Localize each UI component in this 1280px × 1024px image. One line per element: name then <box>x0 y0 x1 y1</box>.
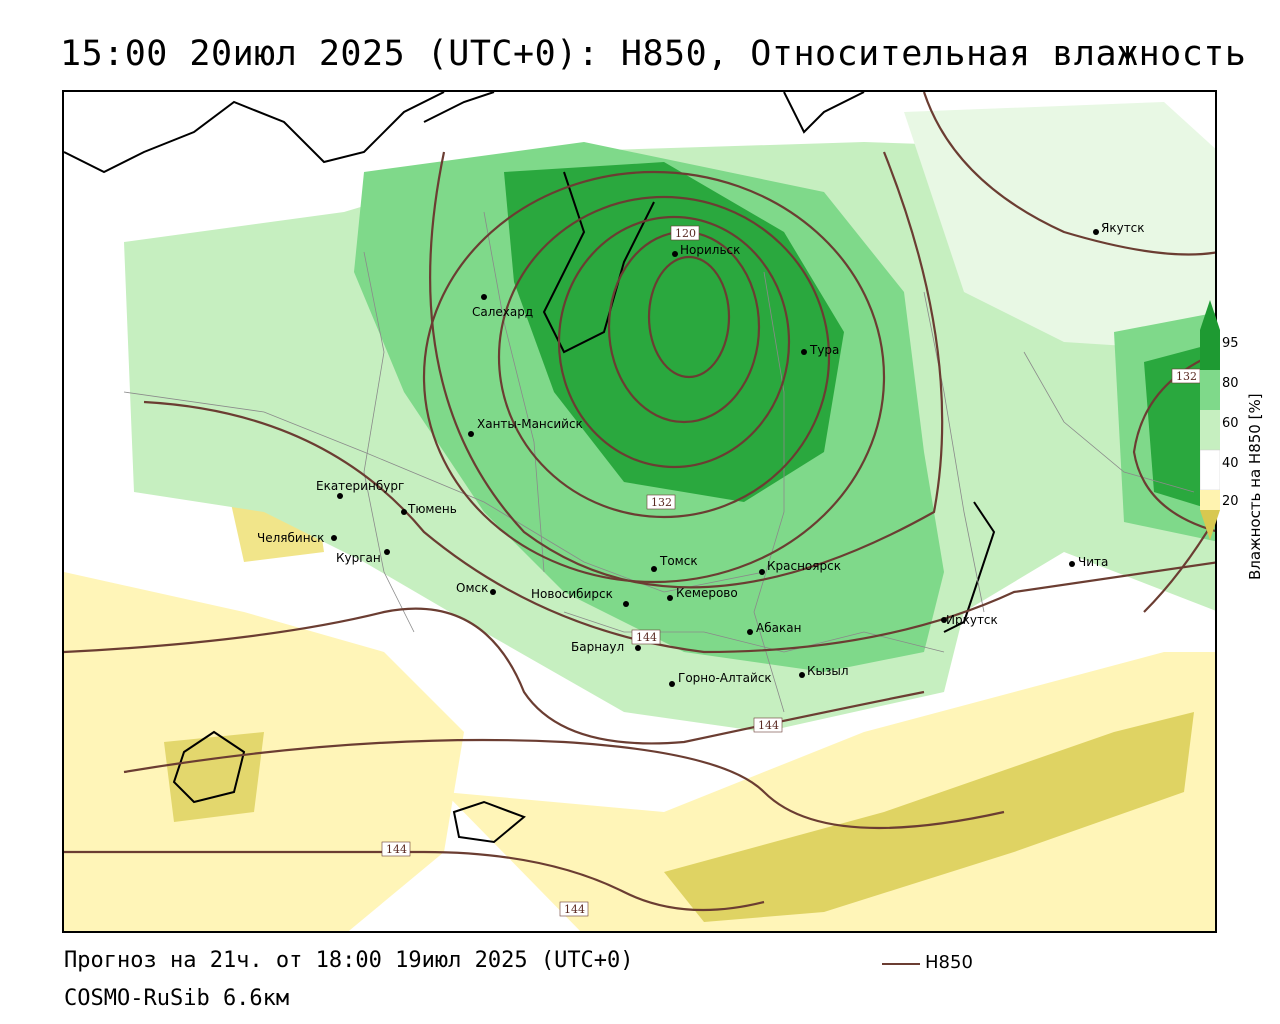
city-label-novosibirsk: Новосибирск <box>531 587 613 601</box>
city-label-tyumen: Тюмень <box>407 502 457 516</box>
contour-line <box>123 738 1005 830</box>
city-dot <box>331 535 337 541</box>
contour-line <box>143 400 1215 654</box>
city-label-yakutsk: Якутск <box>1101 221 1145 235</box>
contour-line <box>647 255 731 379</box>
city-dot <box>799 672 805 678</box>
city-dot <box>490 589 496 595</box>
contour-line <box>497 195 831 519</box>
colorbar-ticks: 95 80 60 40 20 <box>1222 330 1242 510</box>
contour-label: 132 <box>1176 370 1197 383</box>
city-label-krasnoyarsk: Красноярск <box>767 559 841 573</box>
contour-line <box>64 850 765 912</box>
city-dot <box>1069 561 1075 567</box>
city-label-abakan: Абакан <box>756 621 801 635</box>
colorbar-tick: 20 <box>1222 494 1239 509</box>
city-dot <box>337 493 343 499</box>
contour-label: 144 <box>564 903 585 916</box>
colorbar-tick: 80 <box>1222 376 1239 391</box>
city-label-norilsk: Норильск <box>680 243 740 257</box>
contour-line <box>557 215 791 469</box>
contour-label: 144 <box>636 631 657 644</box>
city-markers: Якутск Норильск Салехард Тура Ханты-Манс… <box>257 221 1145 687</box>
city-dot <box>669 681 675 687</box>
contour-line <box>429 151 944 589</box>
city-dot <box>635 645 641 651</box>
city-dot <box>384 549 390 555</box>
city-dot <box>401 509 407 515</box>
colorbar-tick: 40 <box>1222 456 1239 471</box>
city-dot <box>759 569 765 575</box>
model-name: COSMO-RuSib 6.6км <box>64 986 290 1011</box>
map-panel: 120 132 132 144 144 144 144 Якутск Норил… <box>62 90 1217 933</box>
h850-contours <box>64 92 1215 912</box>
forecast-info: Прогноз на 21ч. от 18:00 19июл 2025 (UTC… <box>64 948 634 973</box>
city-label-chelyabinsk: Челябинск <box>257 531 324 545</box>
colorbar-title: Влажность на H850 [%] <box>1246 393 1264 580</box>
coastlines <box>64 92 996 844</box>
city-label-chita: Чита <box>1078 555 1108 569</box>
colorbar-tick: 95 <box>1222 336 1239 351</box>
contour-line <box>922 92 1215 256</box>
h850-legend-line <box>882 963 920 965</box>
city-label-barnaul: Барнаул <box>571 640 624 654</box>
contour-labels: 120 132 132 144 144 144 144 <box>381 225 1201 917</box>
city-dot <box>667 595 673 601</box>
contour-label: 120 <box>675 227 696 240</box>
city-label-omsk: Омск <box>456 581 488 595</box>
contour-label: 132 <box>651 496 672 509</box>
city-label-tomsk: Томск <box>659 554 698 568</box>
contour-label: 144 <box>386 843 407 856</box>
h850-legend-label: H850 <box>925 952 973 973</box>
city-dot <box>672 251 678 257</box>
humidity-field <box>64 102 1215 931</box>
city-dot <box>941 617 947 623</box>
map-title: 15:00 20июл 2025 (UTC+0): H850, Относите… <box>60 34 1247 74</box>
contour-label: 144 <box>758 719 779 732</box>
city-dot <box>623 601 629 607</box>
city-label-irkutsk: Иркутск <box>946 613 998 627</box>
city-label-salekhard: Салехард <box>472 305 533 319</box>
city-label-kyzyl: Кызыл <box>807 664 849 678</box>
colorbar-tick: 60 <box>1222 416 1239 431</box>
city-label-khanty-mansiysk: Ханты-Мансийск <box>477 417 583 431</box>
city-dot <box>747 629 753 635</box>
city-dot <box>481 294 487 300</box>
contour-line <box>422 170 886 584</box>
city-dot <box>1093 229 1099 235</box>
city-dot <box>801 349 807 355</box>
city-dot <box>651 566 657 572</box>
city-label-gorno-altaysk: Горно-Алтайск <box>678 671 772 685</box>
city-label-kurgan: Курган <box>336 551 381 565</box>
city-label-tura: Тура <box>809 343 839 357</box>
map-canvas: 120 132 132 144 144 144 144 Якутск Норил… <box>64 92 1215 931</box>
city-label-yekaterinburg: Екатеринбург <box>316 479 404 493</box>
city-dot <box>468 431 474 437</box>
colorbar <box>1200 300 1220 540</box>
city-label-kemerovo: Кемерово <box>676 586 738 600</box>
